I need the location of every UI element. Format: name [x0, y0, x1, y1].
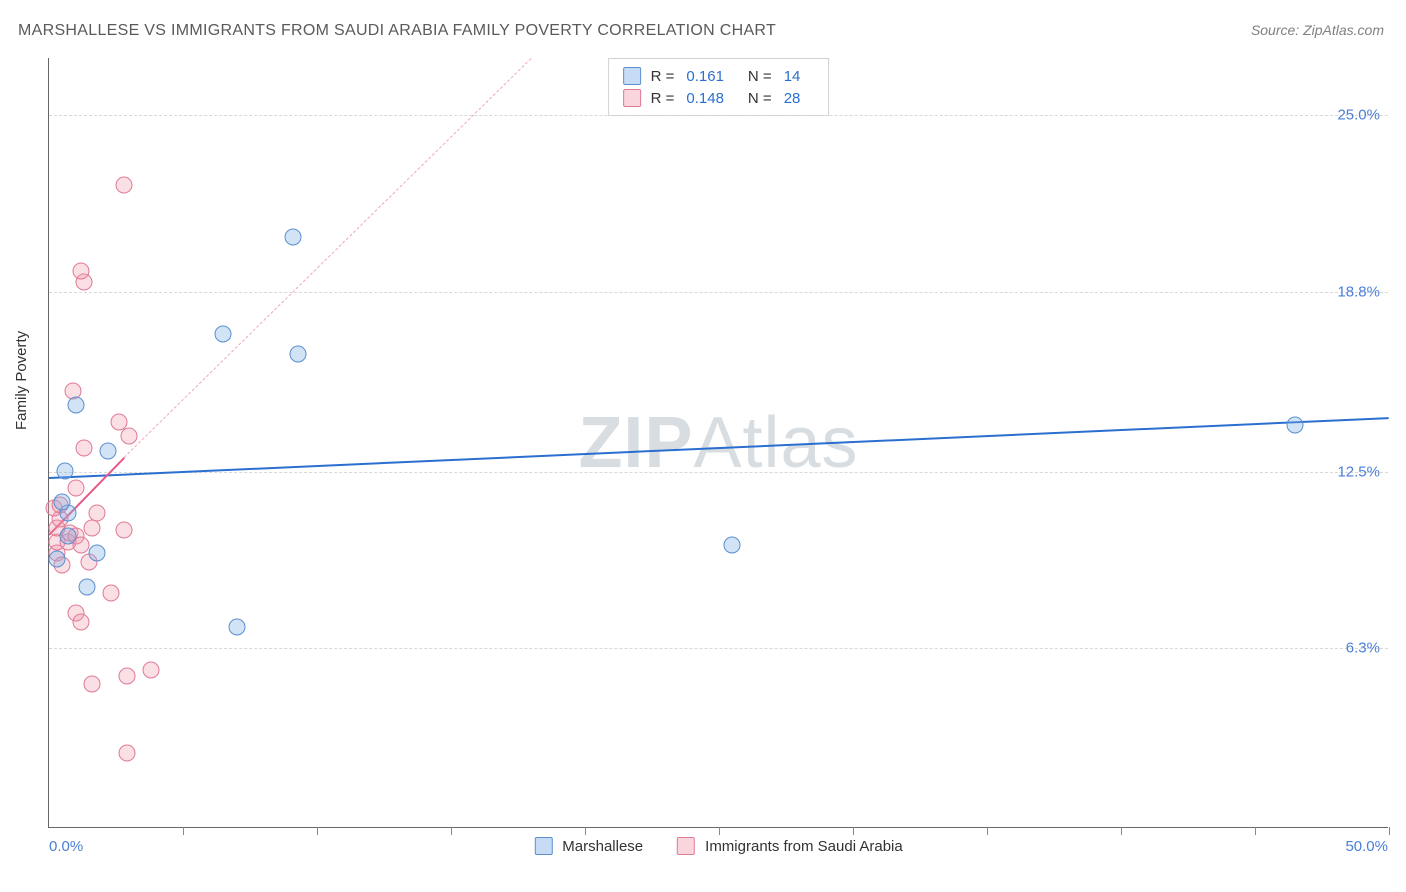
- gridline: [49, 648, 1388, 649]
- data-point-series-b: [67, 479, 84, 496]
- data-point-series-b: [116, 177, 133, 194]
- y-tick-label: 6.3%: [1346, 640, 1380, 657]
- data-point-series-b: [142, 662, 159, 679]
- trendline-series-b-dash: [124, 58, 532, 458]
- data-point-series-a: [284, 228, 301, 245]
- data-point-series-b: [89, 505, 106, 522]
- data-point-series-b: [118, 744, 135, 761]
- x-tick: [1121, 827, 1122, 835]
- data-point-series-a: [724, 536, 741, 553]
- series-a-name: Marshallese: [562, 838, 643, 855]
- series-b-name: Immigrants from Saudi Arabia: [705, 838, 903, 855]
- swatch-blue-icon: [534, 837, 552, 855]
- data-point-series-b: [73, 262, 90, 279]
- x-tick: [719, 827, 720, 835]
- x-tick: [1389, 827, 1390, 835]
- data-point-series-a: [228, 619, 245, 636]
- y-tick-label: 18.8%: [1337, 283, 1380, 300]
- gridline: [49, 292, 1388, 293]
- x-axis-max-label: 50.0%: [1345, 838, 1388, 855]
- data-point-series-a: [99, 442, 116, 459]
- y-tick-label: 25.0%: [1337, 107, 1380, 124]
- legend-row-series-a: R = 0.161 N = 14: [623, 65, 815, 87]
- data-point-series-a: [215, 325, 232, 342]
- x-tick: [183, 827, 184, 835]
- data-point-series-b: [75, 439, 92, 456]
- data-point-series-a: [290, 345, 307, 362]
- data-point-series-b: [118, 667, 135, 684]
- data-point-series-b: [116, 522, 133, 539]
- gridline: [49, 472, 1388, 473]
- r-label: R =: [651, 90, 675, 107]
- r-label: R =: [651, 68, 675, 85]
- data-point-series-a: [89, 545, 106, 562]
- source-credit: Source: ZipAtlas.com: [1251, 22, 1384, 38]
- data-point-series-b: [83, 676, 100, 693]
- series-legend: Marshallese Immigrants from Saudi Arabia: [534, 837, 902, 855]
- chart-title: MARSHALLESE VS IMMIGRANTS FROM SAUDI ARA…: [18, 22, 776, 40]
- r-value-a: 0.161: [686, 68, 724, 85]
- x-tick: [987, 827, 988, 835]
- plot-area: ZIPAtlas R = 0.161 N = 14 R = 0.148 N = …: [48, 58, 1388, 828]
- watermark-bold: ZIP: [578, 403, 693, 483]
- swatch-pink-icon: [677, 837, 695, 855]
- trendline-series-a: [49, 417, 1389, 479]
- swatch-blue-icon: [623, 67, 641, 85]
- x-tick: [1255, 827, 1256, 835]
- data-point-series-a: [67, 396, 84, 413]
- x-axis-min-label: 0.0%: [49, 838, 83, 855]
- x-tick: [853, 827, 854, 835]
- data-point-series-a: [1287, 416, 1304, 433]
- correlation-legend: R = 0.161 N = 14 R = 0.148 N = 28: [608, 58, 830, 116]
- swatch-pink-icon: [623, 89, 641, 107]
- y-tick-label: 12.5%: [1337, 463, 1380, 480]
- data-point-series-a: [57, 462, 74, 479]
- r-value-b: 0.148: [686, 90, 724, 107]
- x-tick: [317, 827, 318, 835]
- n-label: N =: [748, 68, 772, 85]
- x-tick: [585, 827, 586, 835]
- legend-row-series-b: R = 0.148 N = 28: [623, 87, 815, 109]
- data-point-series-a: [78, 579, 95, 596]
- gridline: [49, 115, 1388, 116]
- data-point-series-b: [73, 613, 90, 630]
- data-point-series-b: [102, 585, 119, 602]
- data-point-series-a: [49, 550, 66, 567]
- n-value-a: 14: [784, 68, 801, 85]
- x-tick: [451, 827, 452, 835]
- n-value-b: 28: [784, 90, 801, 107]
- y-axis-label: Family Poverty: [13, 331, 30, 430]
- n-label: N =: [748, 90, 772, 107]
- data-point-series-a: [54, 493, 71, 510]
- data-point-series-b: [121, 428, 138, 445]
- data-point-series-a: [59, 528, 76, 545]
